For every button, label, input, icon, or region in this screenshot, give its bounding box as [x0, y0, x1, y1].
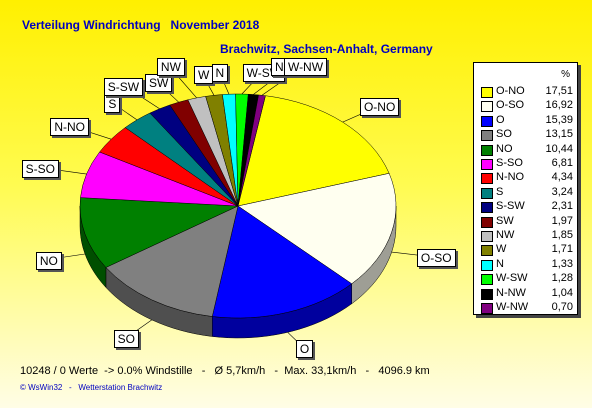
legend-swatch	[481, 187, 493, 199]
legend-label: S-SO	[496, 157, 523, 169]
legend-swatch	[481, 288, 493, 300]
legend-swatch	[481, 87, 493, 98]
legend: % O-NO 17,51 O-SO 16,92 O 15,39 SO 13,15 NO 10,44…	[473, 62, 578, 315]
slice-no	[79, 197, 239, 268]
legend-value: 3,24	[551, 185, 573, 198]
slice-label-s: S	[104, 94, 121, 113]
legend-value: 4,34	[551, 171, 573, 184]
legend-swatch	[481, 115, 493, 127]
slice-label-o: O	[295, 340, 314, 358]
slice-label-w: W	[194, 65, 214, 84]
legend-item: N-NO 4,34	[481, 170, 573, 185]
legend-item: S-SW 2,31	[481, 199, 573, 214]
slice-label-o-so: O-SO	[416, 249, 456, 268]
chart-subtitle: Brachwitz, Sachsen-Anhalt, Germany	[220, 42, 433, 56]
slice-label-s-so: S-SO	[21, 159, 59, 178]
legend-label: N	[496, 257, 504, 270]
legend-item: W-NW 0,70	[481, 300, 573, 315]
legend-label: O-SO	[496, 99, 525, 112]
legend-item: NO 10,44	[481, 142, 573, 157]
legend-value: 13,15	[545, 128, 573, 141]
legend-item: W-SW 1,28	[481, 271, 573, 286]
legend-item: NW 1,85	[481, 228, 573, 243]
legend-label: SO	[496, 128, 512, 141]
slice-label-s-sw: S-SW	[103, 77, 144, 96]
legend-label: O-NO	[496, 85, 525, 97]
slice-label-o-no: O-NO	[359, 97, 400, 116]
legend-label: SW	[496, 214, 514, 227]
legend-value: 10,44	[545, 142, 573, 155]
legend-item: W 1,71	[481, 242, 573, 257]
legend-label: NW	[496, 229, 515, 241]
chart-title: Verteilung Windrichtung November 2018	[22, 18, 260, 32]
legend-swatch	[481, 303, 493, 314]
legend-value: 1,28	[551, 272, 573, 285]
legend-item: O-SO 16,92	[481, 98, 573, 113]
slice-label-sw: SW	[144, 73, 173, 92]
legend-swatch	[481, 173, 493, 185]
slice-o	[211, 205, 353, 319]
legend-item: O 15,39	[481, 113, 573, 128]
legend-value: 1,04	[551, 286, 573, 299]
legend-swatch	[481, 130, 493, 142]
legend-swatch	[481, 159, 493, 170]
slice-o-no	[237, 95, 390, 207]
legend-label: W	[496, 243, 507, 256]
legend-label: NO	[496, 142, 513, 155]
legend-value: 6,81	[551, 157, 573, 169]
legend-swatch	[481, 202, 493, 214]
slice-label-w-nw: W-NW	[283, 58, 328, 76]
legend-swatch	[481, 259, 493, 271]
legend-item: S-SO 6,81	[481, 156, 573, 171]
legend-value: 1,97	[551, 214, 573, 227]
legend-header: %	[561, 69, 570, 80]
legend-item: N 1,33	[481, 257, 573, 272]
legend-label: S	[496, 185, 504, 198]
slice-label-n: N	[211, 64, 229, 83]
footer-stats: 10248 / 0 Werte -> 0.0% Windstille - Ø 5…	[20, 365, 430, 377]
legend-label: W-SW	[496, 272, 528, 285]
legend-label: N-NW	[496, 286, 526, 299]
legend-label: N-NO	[496, 171, 525, 184]
legend-swatch	[481, 144, 493, 156]
legend-item: SW 1,97	[481, 214, 573, 229]
legend-item: O-NO 17,51	[481, 84, 573, 99]
legend-value: 1,85	[551, 229, 573, 241]
slice-label-n-no: N-NO	[50, 118, 90, 137]
legend-item: S 3,24	[481, 185, 573, 200]
slice-o-so	[237, 173, 397, 285]
legend-value: 0,70	[551, 301, 573, 313]
legend-label: O	[496, 113, 505, 126]
legend-label: S-SW	[496, 200, 525, 213]
legend-item: SO 13,15	[481, 127, 573, 142]
slice-label-so: SO	[113, 330, 140, 349]
copyright: © WsWin32 - Wetterstation Brachwitz	[20, 383, 163, 392]
legend-swatch	[481, 101, 493, 113]
legend-value: 15,39	[545, 113, 573, 126]
slice-label-nw: NW	[156, 58, 185, 76]
legend-value: 1,71	[551, 243, 573, 256]
legend-value: 17,51	[545, 85, 573, 97]
legend-value: 2,31	[551, 200, 573, 213]
legend-swatch	[481, 231, 493, 242]
legend-item: N-NW 1,04	[481, 286, 573, 301]
legend-value: 1,33	[551, 257, 573, 270]
legend-label: W-NW	[496, 301, 529, 313]
slice-so	[105, 205, 239, 317]
pie-top	[79, 93, 397, 319]
legend-swatch	[481, 216, 493, 228]
slice-label-no: NO	[35, 251, 62, 270]
legend-swatch	[481, 274, 493, 286]
legend-value: 16,92	[545, 99, 573, 112]
legend-swatch	[481, 245, 493, 257]
